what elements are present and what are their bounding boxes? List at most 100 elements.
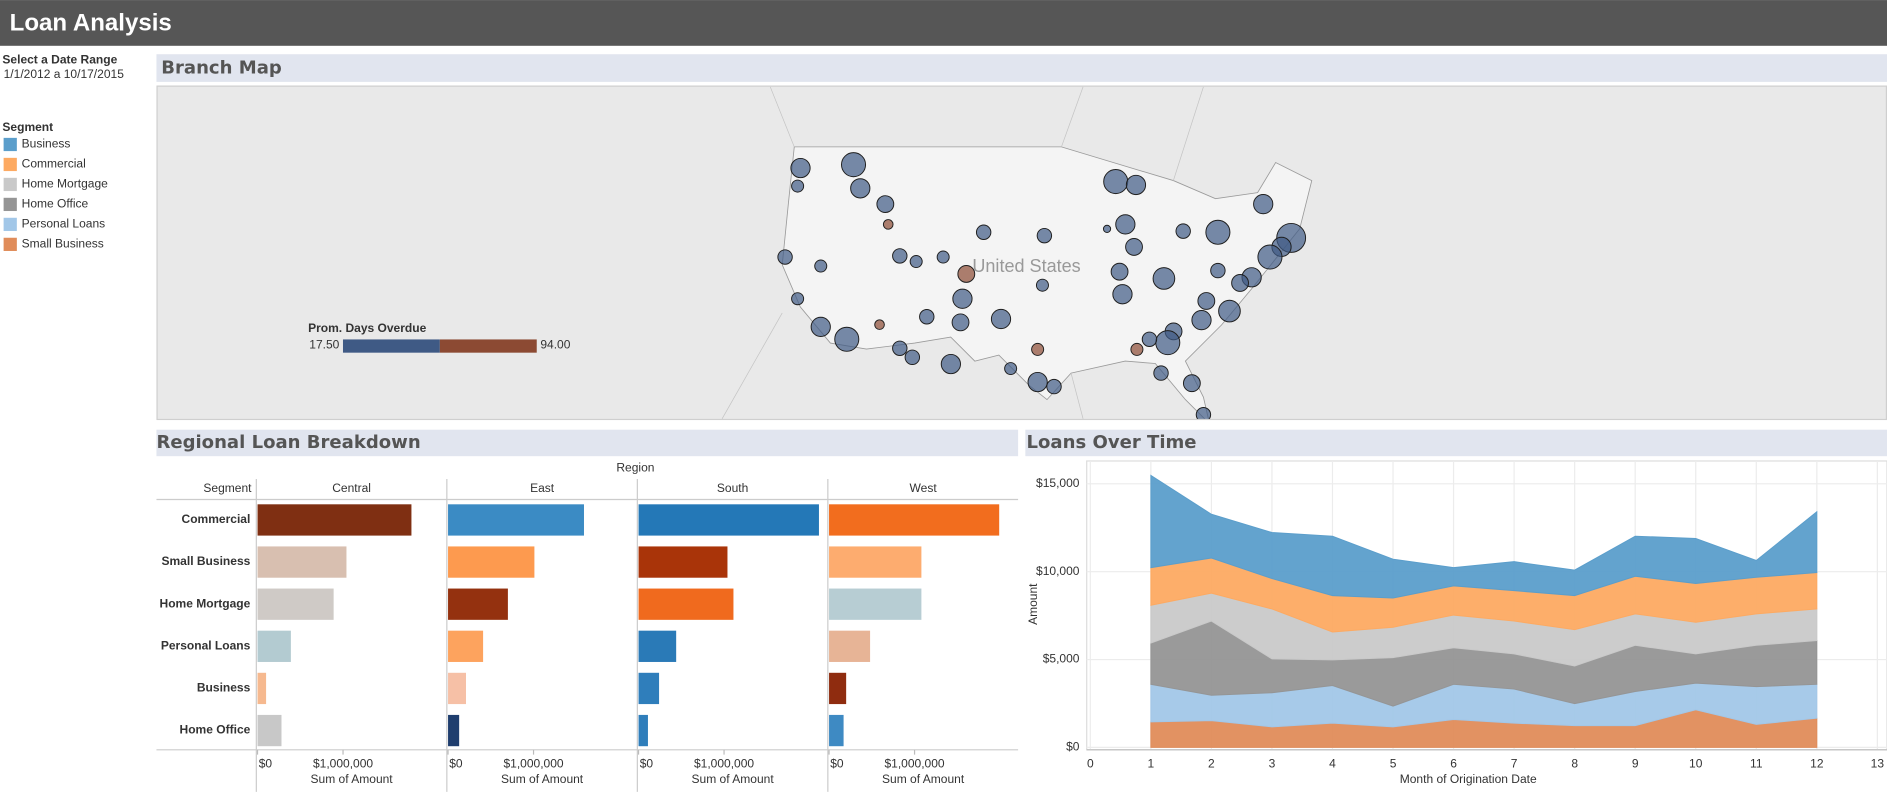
- row-label: Home Office: [180, 723, 251, 737]
- branch-bubble: [1141, 331, 1158, 347]
- x-tick-label: $1,000,000: [694, 756, 754, 770]
- y-tick-label: $0: [1066, 740, 1080, 754]
- branch-bubble: [940, 353, 961, 375]
- branch-bubble: [1182, 374, 1201, 393]
- bar: [829, 630, 871, 662]
- branch-bubble: [1103, 169, 1129, 195]
- area-band: [1150, 474, 1818, 599]
- x-tick-label: 12: [1810, 756, 1824, 770]
- header-title: Loan Analysis: [10, 9, 172, 36]
- column-label: South: [717, 481, 748, 495]
- branch-bubble: [791, 292, 805, 306]
- bar: [638, 672, 660, 705]
- bar: [448, 630, 484, 662]
- row-label: Home Mortgage: [160, 596, 251, 610]
- branch-bubble: [1191, 310, 1212, 331]
- branch-bubble: [1102, 224, 1112, 233]
- map-title: Branch Map: [161, 58, 282, 79]
- x-axis-label: Sum of Amount: [692, 772, 775, 786]
- legend-label: Home Office: [22, 197, 89, 211]
- bar: [257, 672, 267, 705]
- color-scale: [439, 339, 537, 353]
- bubble-layer: [777, 152, 1307, 419]
- x-tick-label: 2: [1208, 756, 1215, 770]
- bar: [448, 546, 535, 578]
- branch-bubble: [1155, 330, 1181, 356]
- title-band: [1025, 429, 1887, 457]
- branch-bubble: [1195, 407, 1212, 419]
- legend-swatch: [3, 237, 17, 251]
- branch-bubble: [790, 157, 811, 179]
- x-tick-label: 4: [1329, 756, 1336, 770]
- legend-swatch: [3, 177, 17, 192]
- branch-bubble: [1115, 214, 1136, 235]
- place-label: United States: [972, 256, 1080, 276]
- branch-bubble: [990, 308, 1012, 330]
- x-tick-label: $0: [830, 756, 844, 770]
- legend-swatch: [3, 197, 17, 212]
- title-band: [156, 429, 1019, 457]
- column-label: West: [910, 481, 938, 495]
- branch-bubble: [1046, 378, 1062, 395]
- legend-title: Segment: [2, 120, 53, 134]
- bar: [448, 504, 584, 536]
- x-tick-label: 7: [1511, 756, 1518, 770]
- x-tick-label: 8: [1571, 756, 1578, 770]
- branch-bubble: [1205, 219, 1231, 245]
- branch-bubble: [1110, 262, 1129, 281]
- bar-title: Regional Loan Breakdown: [156, 432, 420, 453]
- branch-bubble: [1231, 274, 1249, 292]
- x-tick-label: 10: [1689, 756, 1703, 770]
- bar: [257, 504, 412, 536]
- title-band: [156, 54, 1887, 82]
- x-tick-label: $1,000,000: [503, 756, 563, 770]
- legend-label: Home Mortgage: [22, 177, 108, 191]
- x-axis-label: Sum of Amount: [882, 772, 965, 786]
- branch-bubble: [841, 152, 867, 178]
- x-tick-label: 3: [1269, 756, 1276, 770]
- branch-bubble: [1130, 342, 1144, 356]
- column-label: East: [530, 481, 555, 495]
- branch-bubble: [1031, 342, 1045, 356]
- bar: [638, 630, 677, 662]
- legend-label: Personal Loans: [22, 217, 106, 231]
- branch-bubble: [909, 255, 923, 269]
- x-tick-label: 6: [1450, 756, 1457, 770]
- branch-bubble: [892, 340, 908, 356]
- branch-bubble: [892, 248, 908, 264]
- bar: [829, 546, 922, 578]
- branch-bubble: [975, 224, 992, 240]
- bar: [638, 714, 648, 747]
- bar: [829, 588, 922, 620]
- branch-bubble: [876, 195, 895, 214]
- branch-bubble: [1112, 284, 1133, 305]
- border-lines: [721, 86, 1204, 419]
- branch-bubble: [936, 250, 950, 264]
- color-legend-title: Prom. Days Overdue: [308, 321, 427, 335]
- x-tick-label: $1,000,000: [884, 756, 944, 770]
- branch-bubble: [957, 265, 976, 283]
- branch-bubble: [1257, 244, 1283, 270]
- branch-bubble: [1218, 299, 1241, 323]
- bar: [829, 672, 847, 705]
- x-tick-label: 11: [1750, 756, 1763, 770]
- filter-value[interactable]: 1/1/2012 a 10/17/2015: [4, 67, 125, 81]
- x-tick-label: 5: [1390, 756, 1397, 770]
- color-scale-label: 94.00: [540, 338, 570, 352]
- y-tick-label: $15,000: [1036, 476, 1080, 490]
- bar: [257, 546, 347, 578]
- row-label: Small Business: [161, 554, 250, 568]
- bar: [257, 588, 334, 620]
- column-label: Central: [332, 481, 371, 495]
- x-tick-label: 1: [1148, 756, 1155, 770]
- branch-bubble: [919, 309, 935, 325]
- filter-label: Select a Date Range: [2, 52, 117, 66]
- column-title: Region: [616, 460, 654, 474]
- branch-bubble: [1175, 223, 1191, 239]
- branch-bubble: [791, 179, 805, 193]
- x-tick-label: $1,000,000: [313, 756, 373, 770]
- color-scale-label: 17.50: [309, 338, 339, 352]
- branch-bubble: [1036, 227, 1053, 244]
- x-axis-label: Month of Origination Date: [1400, 772, 1537, 786]
- bar: [638, 588, 734, 620]
